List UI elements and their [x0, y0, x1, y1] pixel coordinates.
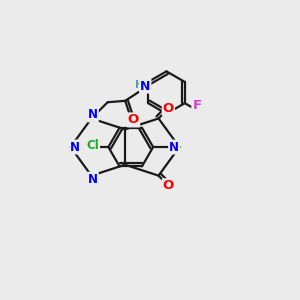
Text: F: F: [192, 99, 201, 112]
Text: N: N: [169, 141, 179, 154]
Text: N: N: [70, 141, 80, 154]
Text: O: O: [128, 113, 139, 126]
Text: N: N: [88, 173, 98, 186]
Text: O: O: [163, 102, 174, 115]
Text: Cl: Cl: [86, 139, 99, 152]
Text: N: N: [88, 108, 98, 122]
Text: H: H: [135, 80, 144, 90]
Text: O: O: [163, 179, 174, 192]
Text: N: N: [140, 80, 150, 93]
